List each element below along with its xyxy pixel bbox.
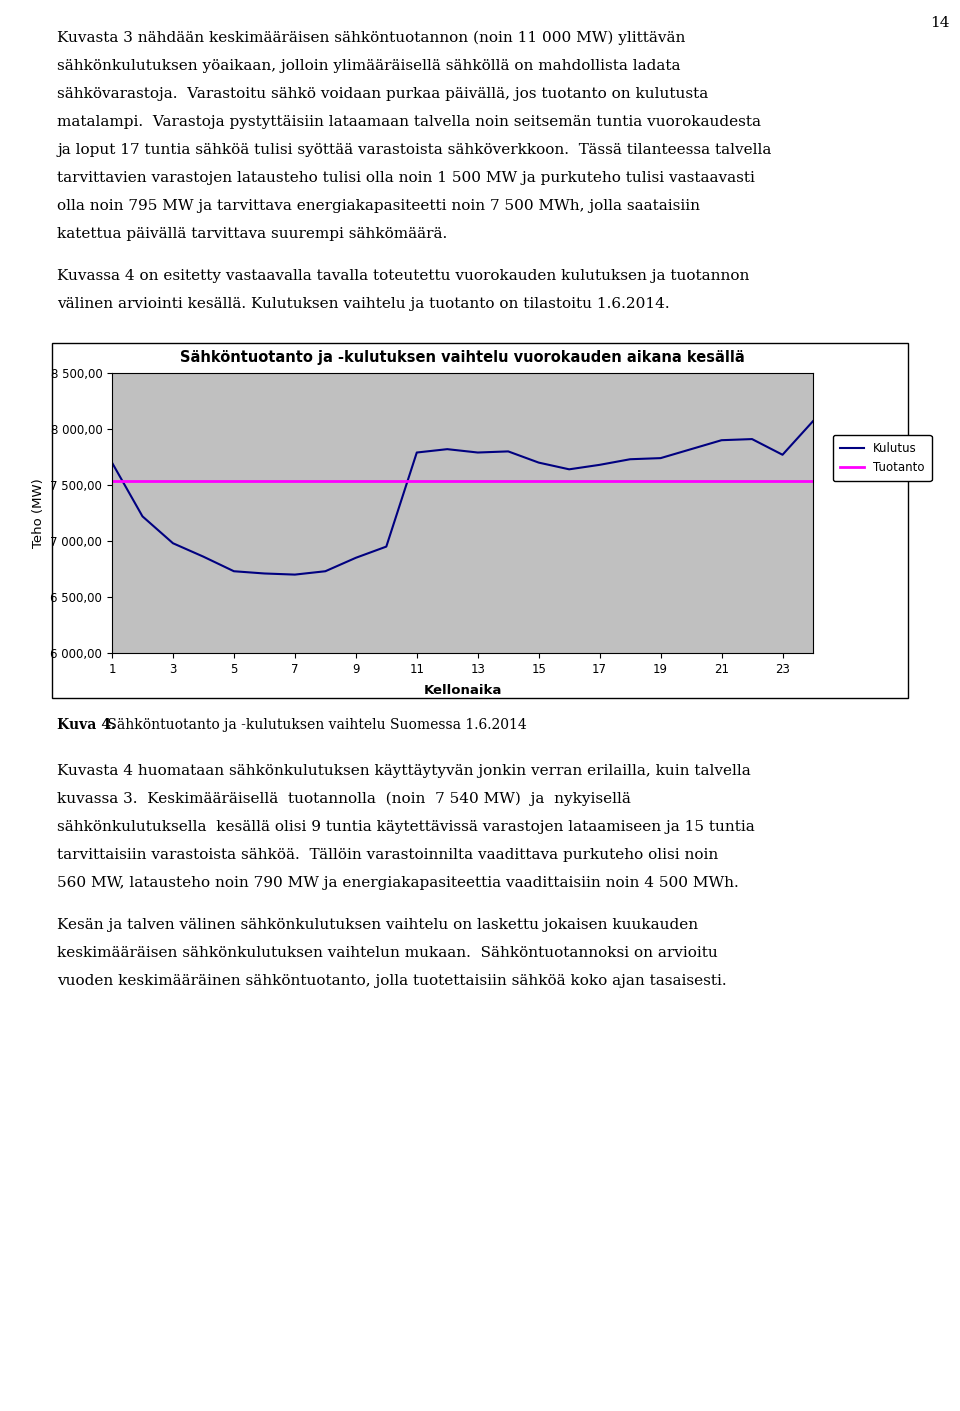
Text: välinen arviointi kesällä. Kulutuksen vaihtelu ja tuotanto on tilastoitu 1.6.201: välinen arviointi kesällä. Kulutuksen va…	[57, 296, 670, 310]
Text: sähkönkulutuksen yöaikaan, jolloin ylimääräisellä sähköllä on mahdollista ladata: sähkönkulutuksen yöaikaan, jolloin ylimä…	[57, 59, 681, 73]
Bar	[52, 343, 908, 698]
Text: keskimääräisen sähkönkulutuksen vaihtelun mukaan.  Sähköntuotannoksi on arvioitu: keskimääräisen sähkönkulutuksen vaihtelu…	[57, 945, 718, 959]
Text: tarvittavien varastojen latausteho tulisi olla noin 1 500 MW ja purkuteho tulisi: tarvittavien varastojen latausteho tulis…	[57, 171, 755, 185]
Text: ja loput 17 tuntia sähköä tulisi syöttää varastoista sähköverkkoon.  Tässä tilan: ja loput 17 tuntia sähköä tulisi syöttää…	[57, 143, 772, 157]
Text: Sähköntuotanto ja -kulutuksen vaihtelu Suomessa 1.6.2014: Sähköntuotanto ja -kulutuksen vaihtelu S…	[103, 718, 527, 732]
Text: Kuva 4.: Kuva 4.	[57, 718, 116, 732]
Text: Kuvasta 3 nähdään keskimääräisen sähköntuotannon (noin 11 000 MW) ylittävän: Kuvasta 3 nähdään keskimääräisen sähkönt…	[57, 31, 685, 45]
Text: 560 MW, latausteho noin 790 MW ja energiakapasiteettia vaadittaisiin noin 4 500 : 560 MW, latausteho noin 790 MW ja energi…	[57, 876, 739, 890]
Text: sähkövarastoja.  Varastoitu sähkö voidaan purkaa päivällä, jos tuotanto on kulut: sähkövarastoja. Varastoitu sähkö voidaan…	[57, 87, 708, 102]
Text: 14: 14	[930, 16, 949, 30]
Text: Kesän ja talven välinen sähkönkulutuksen vaihtelu on laskettu jokaisen kuukauden: Kesän ja talven välinen sähkönkulutuksen…	[57, 919, 698, 933]
Text: Kuvassa 4 on esitetty vastaavalla tavalla toteutettu vuorokauden kulutuksen ja t: Kuvassa 4 on esitetty vastaavalla tavall…	[57, 270, 750, 284]
Text: Kuvasta 4 huomataan sähkönkulutuksen käyttäytyvän jonkin verran erilailla, kuin : Kuvasta 4 huomataan sähkönkulutuksen käy…	[57, 763, 751, 777]
Text: sähkönkulutuksella  kesällä olisi 9 tuntia käytettävissä varastojen lataamiseen : sähkönkulutuksella kesällä olisi 9 tunti…	[57, 820, 755, 834]
Title: Sähköntuotanto ja -kulutuksen vaihtelu vuorokauden aikana kesällä: Sähköntuotanto ja -kulutuksen vaihtelu v…	[180, 350, 745, 365]
Text: kuvassa 3.  Keskimääräisellä  tuotannolla  (noin  7 540 MW)  ja  nykyisellä: kuvassa 3. Keskimääräisellä tuotannolla …	[57, 792, 631, 807]
Text: olla noin 795 MW ja tarvittava energiakapasiteetti noin 7 500 MWh, jolla saatais: olla noin 795 MW ja tarvittava energiaka…	[57, 199, 700, 213]
Legend: Kulutus, Tuotanto: Kulutus, Tuotanto	[833, 435, 931, 481]
Y-axis label: Teho (MW): Teho (MW)	[32, 478, 45, 547]
X-axis label: Kellonaika: Kellonaika	[423, 684, 502, 697]
Text: vuoden keskimääräinen sähköntuotanto, jolla tuotettaisiin sähköä koko ajan tasai: vuoden keskimääräinen sähköntuotanto, jo…	[57, 974, 727, 988]
Text: tarvittaisiin varastoista sähköä.  Tällöin varastoinnilta vaadittava purkuteho o: tarvittaisiin varastoista sähköä. Tällöi…	[57, 848, 718, 862]
Text: matalampi.  Varastoja pystyttäisiin lataamaan talvella noin seitsemän tuntia vuo: matalampi. Varastoja pystyttäisiin lataa…	[57, 116, 761, 128]
Text: katettua päivällä tarvittava suurempi sähkömäärä.: katettua päivällä tarvittava suurempi sä…	[57, 227, 447, 241]
